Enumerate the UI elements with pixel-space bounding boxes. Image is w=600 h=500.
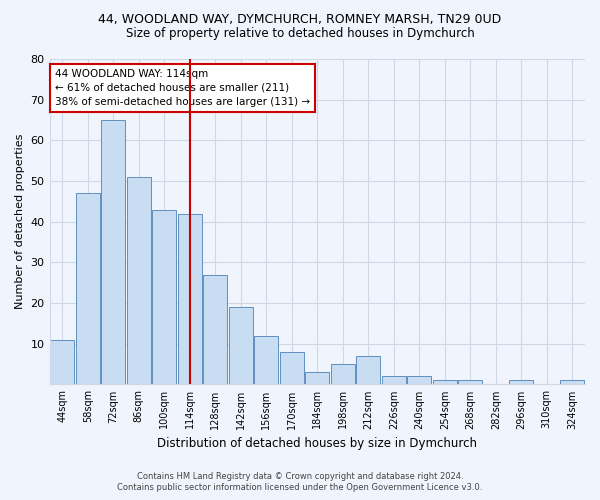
Text: Size of property relative to detached houses in Dymchurch: Size of property relative to detached ho…	[125, 28, 475, 40]
Bar	[331, 364, 355, 384]
Bar	[76, 193, 100, 384]
Text: Contains HM Land Registry data © Crown copyright and database right 2024.
Contai: Contains HM Land Registry data © Crown c…	[118, 472, 482, 492]
Bar	[560, 380, 584, 384]
Bar	[127, 177, 151, 384]
Bar	[433, 380, 457, 384]
Bar	[407, 376, 431, 384]
Bar	[50, 340, 74, 384]
Bar	[305, 372, 329, 384]
X-axis label: Distribution of detached houses by size in Dymchurch: Distribution of detached houses by size …	[157, 437, 477, 450]
Bar	[254, 336, 278, 384]
Bar	[458, 380, 482, 384]
Bar	[356, 356, 380, 384]
Bar	[152, 210, 176, 384]
Text: 44, WOODLAND WAY, DYMCHURCH, ROMNEY MARSH, TN29 0UD: 44, WOODLAND WAY, DYMCHURCH, ROMNEY MARS…	[98, 12, 502, 26]
Bar	[382, 376, 406, 384]
Bar	[101, 120, 125, 384]
Bar	[203, 274, 227, 384]
Text: 44 WOODLAND WAY: 114sqm
← 61% of detached houses are smaller (211)
38% of semi-d: 44 WOODLAND WAY: 114sqm ← 61% of detache…	[55, 69, 310, 107]
Bar	[509, 380, 533, 384]
Bar	[178, 214, 202, 384]
Y-axis label: Number of detached properties: Number of detached properties	[15, 134, 25, 310]
Bar	[280, 352, 304, 384]
Bar	[229, 307, 253, 384]
